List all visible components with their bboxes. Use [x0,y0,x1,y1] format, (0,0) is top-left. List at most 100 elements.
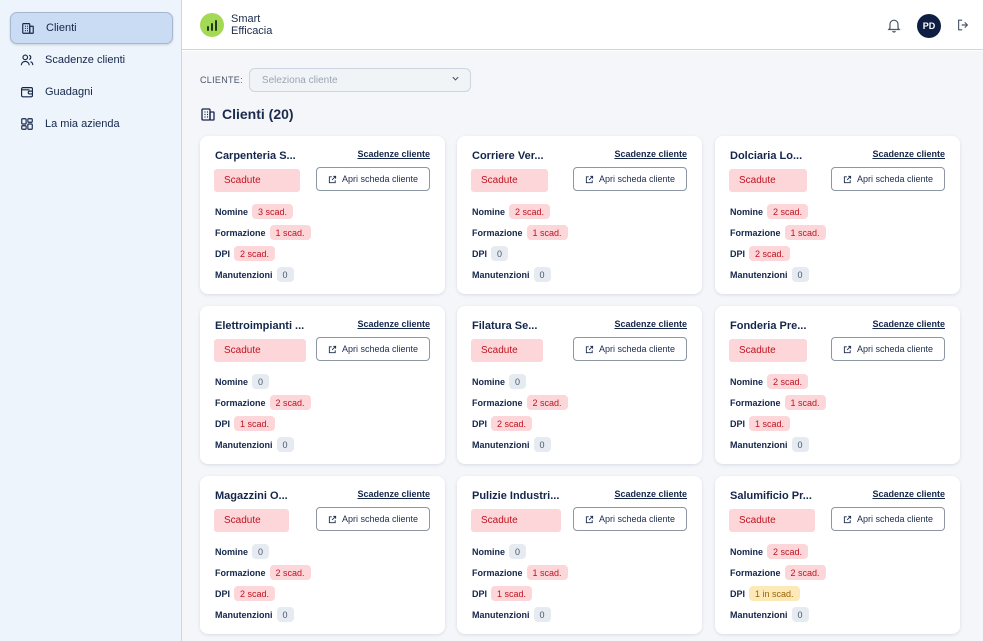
open-client-label: Apri scheda cliente [856,344,934,354]
metric-count-badge: 2 scad. [767,374,809,389]
avatar[interactable]: PD [917,14,941,38]
metric-dpi: DPI 1 scad. [730,416,791,431]
metric-dpi: DPI 2 scad. [472,416,533,431]
metric-count-badge: 0 [252,374,270,389]
metric-manutenzioni: Manutenzioni 0 [472,437,551,452]
metric-count-badge: 0 [276,267,294,282]
metric-manutenzioni: Manutenzioni 0 [215,607,294,622]
metric-dpi: DPI 1 scad. [215,416,276,431]
metric-label: Formazione [730,397,781,408]
client-select[interactable]: Seleziona cliente [248,68,471,92]
open-client-button[interactable]: Apri scheda cliente [316,337,430,361]
bell-icon[interactable] [886,17,902,33]
client-deadlines-link[interactable]: Scadenze cliente [357,489,430,499]
metric-label: Manutenzioni [215,439,273,450]
client-card: Filatura Se... Scadenze cliente Scadute Apr… [457,306,702,464]
open-client-button[interactable]: Apri scheda cliente [831,337,945,361]
main-content: CLIENTE: Seleziona cliente Clienti (20) … [182,51,983,641]
metric-count-badge: 0 [791,267,809,282]
open-client-button[interactable]: Apri scheda cliente [831,167,945,191]
client-name: Fonderia Pre... [730,320,807,332]
client-select-placeholder: Seleziona cliente [261,74,338,86]
brand-logo[interactable]: Smart Efficacia [200,13,272,37]
metric-label: Formazione [215,397,266,408]
metric-dpi: DPI 1 scad. [472,586,533,601]
open-client-button[interactable]: Apri scheda cliente [573,507,687,531]
client-deadlines-link[interactable]: Scadenze cliente [872,149,945,159]
client-card: Magazzini O... Scadenze cliente Scadute Apr… [200,476,445,634]
open-client-button[interactable]: Apri scheda cliente [573,337,687,361]
metric-count-badge: 1 scad. [784,395,826,410]
client-deadlines-link[interactable]: Scadenze cliente [614,489,687,499]
client-deadlines-link[interactable]: Scadenze cliente [872,319,945,329]
sidebar-item-scadenze-clienti[interactable]: Scadenze clienti [10,44,173,76]
status-badge: Scadute [729,509,815,532]
external-link-icon [585,175,594,183]
sidebar-item-la-mia-azienda[interactable]: La mia azienda [10,108,173,140]
open-client-label: Apri scheda cliente [856,514,934,524]
metric-label: DPI [215,418,231,429]
external-link-icon [328,175,337,183]
open-client-button[interactable]: Apri scheda cliente [831,507,945,531]
client-name: Corriere Ver... [472,150,544,162]
metric-formazione: Formazione 1 scad. [215,225,311,240]
client-deadlines-link[interactable]: Scadenze cliente [357,149,430,159]
metric-count-badge: 1 scad. [784,225,826,240]
client-deadlines-link[interactable]: Scadenze cliente [357,319,430,329]
sidebar: Clienti Scadenze clienti Guadagni La mia… [0,0,182,641]
metric-label: Nomine [472,206,506,217]
metric-label: Nomine [215,376,249,387]
metric-label: DPI [472,588,488,599]
building-icon [200,106,216,122]
page-title-text: Clienti (20) [222,106,294,122]
metric-label: Manutenzioni [215,269,273,280]
open-client-label: Apri scheda cliente [598,344,676,354]
metric-count-badge: 0 [509,374,527,389]
client-filter: CLIENTE: Seleziona cliente [200,68,471,92]
page-title: Clienti (20) [200,106,294,122]
client-deadlines-link[interactable]: Scadenze cliente [614,149,687,159]
external-link-icon [585,515,594,523]
client-deadlines-link[interactable]: Scadenze cliente [614,319,687,329]
metric-count-badge: 0 [533,267,551,282]
metric-formazione: Formazione 1 scad. [472,565,568,580]
client-card: Fonderia Pre... Scadenze cliente Scadute Ap… [715,306,960,464]
sidebar-item-clienti[interactable]: Clienti [10,12,173,44]
metric-count-badge: 3 scad. [252,204,294,219]
metric-formazione: Formazione 2 scad. [472,395,568,410]
metric-dpi: DPI 2 scad. [730,246,791,261]
metric-label: Formazione [472,227,523,238]
metric-nomine: Nomine 3 scad. [215,204,294,219]
client-name: Pulizie Industri... [472,490,560,502]
open-client-button[interactable]: Apri scheda cliente [316,507,430,531]
sidebar-item-label: Scadenze clienti [45,54,126,66]
status-badge: Scadute [214,169,300,192]
open-client-label: Apri scheda cliente [598,174,676,184]
metric-nomine: Nomine 2 scad. [472,204,551,219]
open-client-button[interactable]: Apri scheda cliente [573,167,687,191]
metric-formazione: Formazione 2 scad. [215,565,311,580]
client-name: Salumificio Pr... [730,490,812,502]
client-name: Elettroimpianti ... [215,320,305,332]
metric-dpi: DPI 2 scad. [215,586,276,601]
metric-count-badge: 0 [252,544,270,559]
metric-label: Manutenzioni [472,269,530,280]
client-name: Carpenteria S... [215,150,296,162]
metric-count-badge: 0 [491,246,509,261]
sidebar-item-guadagni[interactable]: Guadagni [10,76,173,108]
metric-count-badge: 1 scad. [526,565,568,580]
metric-label: Nomine [215,546,249,557]
metric-label: DPI [730,248,746,259]
metric-count-badge: 2 scad. [749,246,791,261]
metric-manutenzioni: Manutenzioni 0 [472,607,551,622]
open-client-button[interactable]: Apri scheda cliente [316,167,430,191]
client-deadlines-link[interactable]: Scadenze cliente [872,489,945,499]
client-card: Pulizie Industri... Scadenze cliente Scadu… [457,476,702,634]
metric-label: Manutenzioni [730,609,788,620]
logout-icon[interactable] [956,18,970,32]
client-name: Dolciaria Lo... [730,150,803,162]
metric-formazione: Formazione 1 scad. [730,225,826,240]
filter-label: CLIENTE: [200,75,243,85]
status-badge: Scadute [729,169,807,192]
client-name: Magazzini O... [215,490,288,502]
